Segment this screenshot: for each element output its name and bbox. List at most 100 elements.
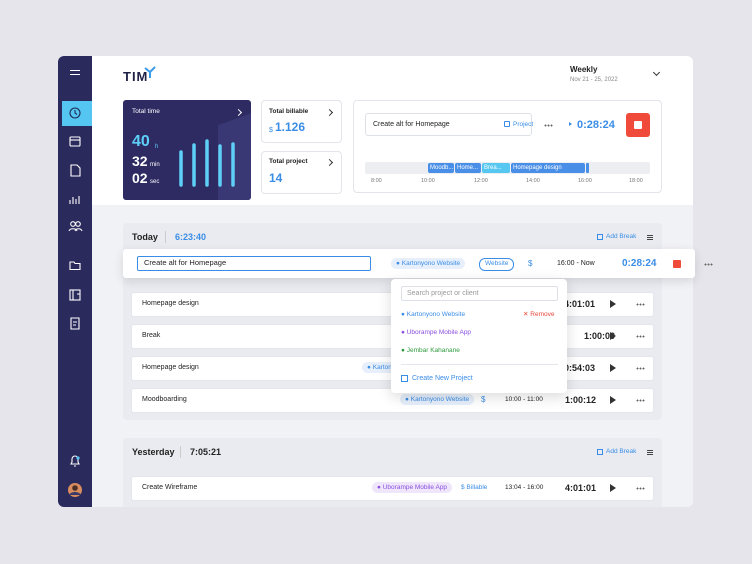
nav-active[interactable] [62,101,92,126]
hours: 40 [132,133,150,150]
card-label: Total time [132,108,160,115]
tag-pill[interactable]: Website [479,258,515,271]
project-name: Jembar Kahanane [406,347,460,354]
timeline-segment[interactable]: Moodb... [428,163,454,173]
sort-icon[interactable] [647,235,653,236]
project-tag[interactable]: ● Uborampe Mobile App [372,482,453,493]
more-button[interactable] [636,399,645,402]
add-break-icon[interactable] [597,234,603,240]
billable-toggle[interactable]: $ [481,395,486,404]
time-range[interactable]: 16:00 - Now [557,260,595,267]
running-indicator [569,122,572,126]
play-button[interactable] [610,484,616,492]
project-option[interactable]: ● Kartonyono Website [401,311,466,318]
create-icon[interactable] [401,375,408,382]
divider [165,231,166,243]
billable-toggle[interactable]: $ Billable [461,484,488,491]
task-name: Create alt for Homepage [144,258,227,267]
total-project-card[interactable] [261,151,342,194]
timeline-hour: 12:00 [474,178,488,184]
time-bars [179,139,235,187]
task-name: Homepage design [142,364,199,371]
project-name: Kartonyono [372,364,406,371]
currency: $ [269,127,273,134]
task-input[interactable] [365,113,532,136]
minutes: 32 [132,153,148,169]
task-name: Create Wireframe [142,484,198,491]
menu-icon[interactable] [70,70,80,71]
project-name: Kartonyono Website [410,396,470,403]
timeline-segment[interactable]: Home... [455,163,481,173]
duration: 1:00:00 [584,331,616,341]
period[interactable]: Weekly [570,65,598,74]
seconds: 02 [132,170,148,186]
logo-mark [144,66,156,78]
stop-button[interactable] [626,113,650,137]
project-name: Kartonyono Website [406,311,466,318]
more-button[interactable] [636,487,645,490]
duration: 4:01:01 [565,483,597,493]
minutes-unit: min [150,162,160,168]
project-name: Kartonyono Website [401,260,461,267]
section-title: Yesterday [132,447,175,457]
more-button[interactable] [636,335,645,338]
total-time-card[interactable] [123,100,251,200]
section-total: 7:05:21 [190,447,222,457]
timeline-segment[interactable]: Brea... [482,163,510,173]
project-button[interactable]: Project [513,121,534,128]
duration: 0:54:03 [564,363,596,373]
billable-amount: 1.126 [275,120,306,134]
play-button[interactable] [610,300,616,308]
card-label: Total project [269,158,308,165]
duration: 4:01:01 [564,299,596,309]
project-option[interactable]: ● Uborampe Mobile App [401,329,472,336]
remove-button[interactable]: ✕ Remove [523,311,555,318]
timeline-hour: 10:00 [421,178,435,184]
stop-button[interactable] [673,260,681,268]
create-project[interactable]: Create New Project [412,375,473,382]
more-button[interactable] [704,263,713,266]
project-tag[interactable]: ● Kartonyono Website [391,258,466,269]
remove-label: Remove [530,311,555,318]
add-break-icon[interactable] [597,449,603,455]
section-total: 6:23:40 [175,232,207,242]
play-button[interactable] [610,396,616,404]
more-button[interactable] [544,124,553,127]
task-input[interactable] [137,256,371,271]
project-option[interactable]: ● Jembar Kahanane [401,347,460,354]
seconds-unit: sec [150,179,160,185]
project-tag[interactable]: ● Kartonyono Website [400,394,475,405]
project-name: Uborampe Mobile App [406,329,472,336]
play-button[interactable] [610,364,616,372]
project-count: 14 [269,171,283,185]
project-icon[interactable] [504,121,510,127]
sort-icon[interactable] [647,450,653,451]
task-name: Create alt for Homepage [373,121,450,128]
sidebar [58,56,92,507]
time-range[interactable]: 10:00 - 11:00 [505,396,543,403]
more-button[interactable] [636,303,645,306]
billable-toggle[interactable]: $ [528,259,533,268]
task-name: Moodboarding [142,396,187,403]
divider [180,446,181,458]
timeline-segment[interactable]: Homepage design [511,163,585,173]
entry-row[interactable] [131,476,654,501]
search-input[interactable] [401,286,558,301]
timeline-hour: 14:00 [526,178,540,184]
add-break[interactable]: Add Break [606,448,637,455]
more-button[interactable] [636,367,645,370]
add-break[interactable]: Add Break [606,233,637,240]
period-dates: Nov 21 - 25, 2022 [570,77,618,83]
project-dropdown [391,279,567,393]
time-range[interactable]: 13:04 - 16:00 [505,484,544,491]
timeline-current [586,163,589,173]
project-tag[interactable]: ● Kartonyono [362,362,411,373]
total-billable-card[interactable] [261,100,342,143]
task-name: Homepage design [142,300,199,307]
section-title: Today [132,232,158,242]
timeline-hour: 8:00 [371,178,382,184]
project-name: Uborampe Mobile App [382,484,448,491]
play-button[interactable] [610,332,616,340]
divider [401,364,558,365]
